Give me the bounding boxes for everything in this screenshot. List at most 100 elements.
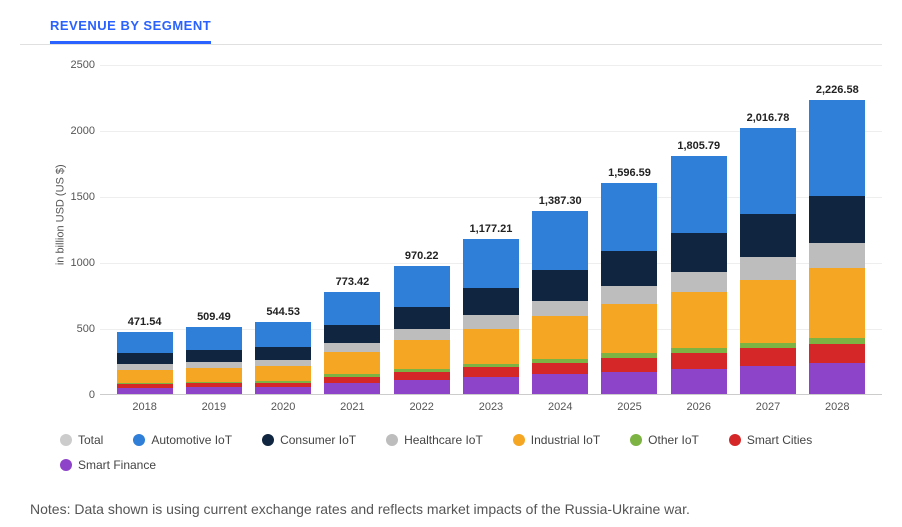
segment-industrial_iot xyxy=(463,329,519,364)
legend-item-total[interactable]: Total xyxy=(60,427,103,452)
segment-smart_finance xyxy=(117,388,173,394)
legend-item-healthcare_iot[interactable]: Healthcare IoT xyxy=(386,427,483,452)
bar-2023[interactable]: 1,177.21 xyxy=(457,239,525,394)
legend-swatch-icon xyxy=(60,459,72,471)
segment-consumer_iot xyxy=(117,353,173,364)
segment-healthcare_iot xyxy=(532,301,588,317)
legend-swatch-icon xyxy=(630,434,642,446)
bar-2020[interactable]: 544.53 xyxy=(249,322,317,394)
segment-industrial_iot xyxy=(117,370,173,383)
bar-2027[interactable]: 2,016.78 xyxy=(734,128,802,394)
legend-item-industrial_iot[interactable]: Industrial IoT xyxy=(513,427,600,452)
segment-consumer_iot xyxy=(186,350,242,362)
y-tick: 500 xyxy=(60,323,95,335)
legend-item-smart_finance[interactable]: Smart Finance xyxy=(60,452,156,477)
segment-smart_finance xyxy=(186,387,242,394)
segment-consumer_iot xyxy=(463,288,519,315)
segment-industrial_iot xyxy=(255,366,311,381)
legend-swatch-icon xyxy=(729,434,741,446)
tab-header: REVENUE BY SEGMENT xyxy=(20,10,882,45)
segment-automotive_iot xyxy=(186,327,242,350)
y-tick: 2000 xyxy=(60,125,95,137)
segment-automotive_iot xyxy=(324,292,380,325)
bar-2026[interactable]: 1,805.79 xyxy=(665,156,733,394)
segment-consumer_iot xyxy=(601,251,657,286)
segment-smart_cities xyxy=(601,358,657,372)
legend-item-automotive_iot[interactable]: Automotive IoT xyxy=(133,427,232,452)
segment-industrial_iot xyxy=(601,304,657,353)
segment-consumer_iot xyxy=(394,307,450,329)
legend-label: Healthcare IoT xyxy=(404,433,483,447)
x-tick: 2018 xyxy=(111,401,179,413)
bar-2018[interactable]: 471.54 xyxy=(111,332,179,394)
bar-total-label: 970.22 xyxy=(405,250,439,262)
segment-industrial_iot xyxy=(532,316,588,358)
segment-automotive_iot xyxy=(117,332,173,353)
segment-smart_finance xyxy=(255,387,311,394)
segment-healthcare_iot xyxy=(394,329,450,340)
segment-automotive_iot xyxy=(601,183,657,251)
segment-consumer_iot xyxy=(255,347,311,360)
legend-item-other_iot[interactable]: Other IoT xyxy=(630,427,699,452)
segment-automotive_iot xyxy=(532,211,588,270)
legend-swatch-icon xyxy=(386,434,398,446)
y-tick: 1500 xyxy=(60,191,95,203)
bar-2028[interactable]: 2,226.58 xyxy=(803,100,871,394)
tab-revenue-by-segment[interactable]: REVENUE BY SEGMENT xyxy=(50,10,211,44)
y-axis-label: in billion USD (US $) xyxy=(54,164,66,265)
chart-container: REVENUE BY SEGMENT in billion USD (US $)… xyxy=(0,0,902,527)
segment-consumer_iot xyxy=(740,214,796,257)
segment-consumer_iot xyxy=(532,270,588,301)
legend-label: Smart Finance xyxy=(78,458,156,472)
bar-2025[interactable]: 1,596.59 xyxy=(595,183,663,394)
segment-smart_cities xyxy=(394,372,450,380)
legend-item-consumer_iot[interactable]: Consumer IoT xyxy=(262,427,356,452)
segment-healthcare_iot xyxy=(324,343,380,352)
segment-industrial_iot xyxy=(186,368,242,382)
segment-healthcare_iot xyxy=(740,257,796,280)
segment-smart_cities xyxy=(671,353,727,369)
x-tick: 2028 xyxy=(803,401,871,413)
segment-smart_cities xyxy=(532,363,588,375)
segment-smart_finance xyxy=(463,377,519,394)
legend-label: Industrial IoT xyxy=(531,433,600,447)
segment-smart_cities xyxy=(463,367,519,377)
segment-automotive_iot xyxy=(255,322,311,346)
legend-swatch-icon xyxy=(513,434,525,446)
legend-label: Automotive IoT xyxy=(151,433,232,447)
segment-healthcare_iot xyxy=(463,315,519,328)
segment-automotive_iot xyxy=(394,266,450,307)
bar-total-label: 544.53 xyxy=(266,306,300,318)
legend-label: Total xyxy=(78,433,103,447)
bar-total-label: 1,177.21 xyxy=(470,223,513,235)
segment-smart_cities xyxy=(809,344,865,363)
bar-total-label: 2,016.78 xyxy=(747,112,790,124)
bar-total-label: 1,387.30 xyxy=(539,195,582,207)
segment-industrial_iot xyxy=(324,352,380,374)
segment-industrial_iot xyxy=(671,292,727,348)
x-tick: 2023 xyxy=(457,401,525,413)
segment-smart_finance xyxy=(532,374,588,394)
bars-group: 471.54509.49544.53773.42970.221,177.211,… xyxy=(100,65,882,394)
bar-2021[interactable]: 773.42 xyxy=(318,292,386,394)
legend-label: Consumer IoT xyxy=(280,433,356,447)
segment-smart_finance xyxy=(601,372,657,394)
bar-2022[interactable]: 970.22 xyxy=(388,266,456,394)
notes-text: Notes: Data shown is using current excha… xyxy=(30,501,882,517)
segment-smart_finance xyxy=(671,369,727,394)
bar-2019[interactable]: 509.49 xyxy=(180,327,248,394)
x-tick: 2019 xyxy=(180,401,248,413)
bar-total-label: 1,805.79 xyxy=(677,140,720,152)
segment-automotive_iot xyxy=(740,128,796,214)
bar-2024[interactable]: 1,387.30 xyxy=(526,211,594,394)
legend-item-smart_cities[interactable]: Smart Cities xyxy=(729,427,812,452)
legend-label: Smart Cities xyxy=(747,433,812,447)
bar-total-label: 773.42 xyxy=(336,276,370,288)
segment-healthcare_iot xyxy=(809,243,865,268)
x-axis: 2018201920202021202220232024202520262027… xyxy=(100,395,882,413)
y-tick: 2500 xyxy=(60,59,95,71)
legend-swatch-icon xyxy=(262,434,274,446)
segment-industrial_iot xyxy=(394,340,450,369)
y-tick: 1000 xyxy=(60,257,95,269)
segment-consumer_iot xyxy=(671,233,727,272)
